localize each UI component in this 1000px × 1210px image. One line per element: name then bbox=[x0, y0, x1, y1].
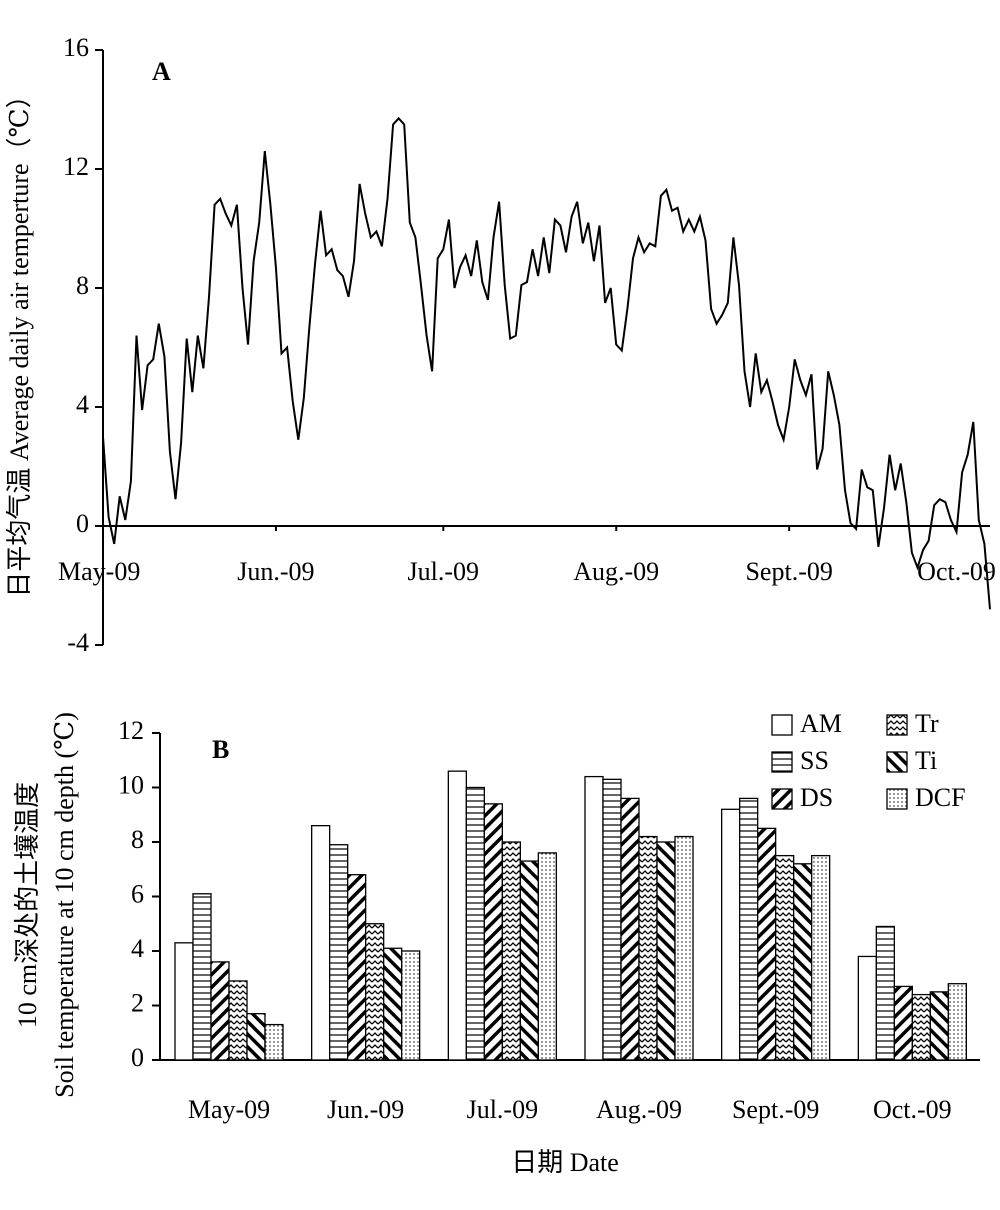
x-tick-label: Jul.-09 bbox=[467, 1095, 539, 1124]
y-axis-label: 10 cm深处的土壤温度 bbox=[13, 782, 42, 1028]
bar bbox=[246, 1013, 266, 1061]
bar bbox=[401, 950, 421, 1061]
bar bbox=[365, 923, 385, 1061]
bar bbox=[721, 808, 741, 1061]
y-tick-label: -4 bbox=[67, 628, 89, 657]
x-tick-label: Sept.-09 bbox=[732, 1095, 819, 1124]
bar bbox=[947, 983, 967, 1061]
x-tick-label: Oct.-09 bbox=[917, 557, 996, 586]
bar bbox=[656, 841, 676, 1061]
bar bbox=[465, 786, 485, 1061]
y-tick-label: 4 bbox=[76, 390, 89, 419]
x-tick-label: Jun.-09 bbox=[237, 557, 314, 586]
bar bbox=[264, 1023, 284, 1061]
x-axis-label: 日期 Date bbox=[511, 1148, 619, 1177]
legend-swatch bbox=[886, 751, 908, 773]
legend-label: DS bbox=[800, 783, 833, 812]
y-axis-label: Soil temperature at 10 cm depth (℃) bbox=[50, 712, 79, 1098]
y-tick-label: 16 bbox=[63, 33, 89, 62]
bar bbox=[911, 993, 931, 1061]
bar bbox=[929, 991, 949, 1061]
bar bbox=[501, 841, 521, 1061]
bar bbox=[228, 980, 248, 1061]
bar bbox=[519, 860, 539, 1061]
x-tick-label: May-09 bbox=[188, 1095, 270, 1124]
y-tick-label: 8 bbox=[131, 825, 144, 854]
bar bbox=[347, 874, 367, 1061]
y-tick-label: 0 bbox=[131, 1043, 144, 1072]
legend-swatch bbox=[771, 751, 793, 773]
y-tick-label: 6 bbox=[131, 879, 144, 908]
bar bbox=[620, 797, 640, 1061]
y-tick-label: 10 bbox=[118, 770, 144, 799]
bar bbox=[602, 778, 622, 1061]
bar bbox=[674, 835, 694, 1061]
bar bbox=[447, 770, 467, 1061]
legend-swatch bbox=[771, 788, 793, 810]
y-tick-label: 12 bbox=[63, 152, 89, 181]
legend-label: Tr bbox=[915, 709, 939, 738]
legend-swatch bbox=[771, 714, 793, 736]
legend-label: DCF bbox=[915, 783, 966, 812]
legend-label: AM bbox=[800, 709, 842, 738]
y-axis-label: 日平均气温 Average daily air temperture（℃） bbox=[5, 82, 34, 597]
x-tick-label: Aug.-09 bbox=[573, 557, 659, 586]
bar bbox=[537, 852, 557, 1061]
bar bbox=[857, 955, 877, 1061]
bar bbox=[757, 827, 777, 1061]
x-tick-label: Jul.-09 bbox=[408, 557, 480, 586]
y-tick-label: 2 bbox=[131, 988, 144, 1017]
y-tick-label: 12 bbox=[118, 716, 144, 745]
legend-label: Ti bbox=[915, 746, 937, 775]
bar bbox=[584, 775, 604, 1061]
bar bbox=[210, 961, 230, 1061]
x-tick-label: Aug.-09 bbox=[596, 1095, 682, 1124]
legend-swatch bbox=[886, 788, 908, 810]
bar bbox=[483, 803, 503, 1061]
bar bbox=[638, 835, 658, 1061]
bar bbox=[192, 893, 212, 1061]
x-tick-label: Jun.-09 bbox=[327, 1095, 404, 1124]
y-tick-label: 0 bbox=[76, 509, 89, 538]
bar bbox=[383, 947, 403, 1061]
line bbox=[102, 116, 991, 610]
x-tick-label: May-09 bbox=[58, 557, 140, 586]
bar bbox=[329, 844, 349, 1061]
x-tick-label: Sept.-09 bbox=[745, 557, 832, 586]
bar bbox=[875, 925, 895, 1061]
legend-label: SS bbox=[800, 746, 829, 775]
y-tick-label: 8 bbox=[76, 271, 89, 300]
x-tick-label: Oct.-09 bbox=[873, 1095, 952, 1124]
bar bbox=[174, 942, 194, 1061]
panel-label: A bbox=[152, 57, 171, 86]
bar bbox=[739, 797, 759, 1061]
bar bbox=[893, 985, 913, 1061]
y-tick-label: 4 bbox=[131, 934, 144, 963]
legend-swatch bbox=[886, 714, 908, 736]
bar bbox=[811, 854, 831, 1061]
panel-label: B bbox=[212, 735, 229, 764]
bar bbox=[793, 863, 813, 1061]
bar bbox=[311, 825, 331, 1061]
bar bbox=[775, 854, 795, 1061]
